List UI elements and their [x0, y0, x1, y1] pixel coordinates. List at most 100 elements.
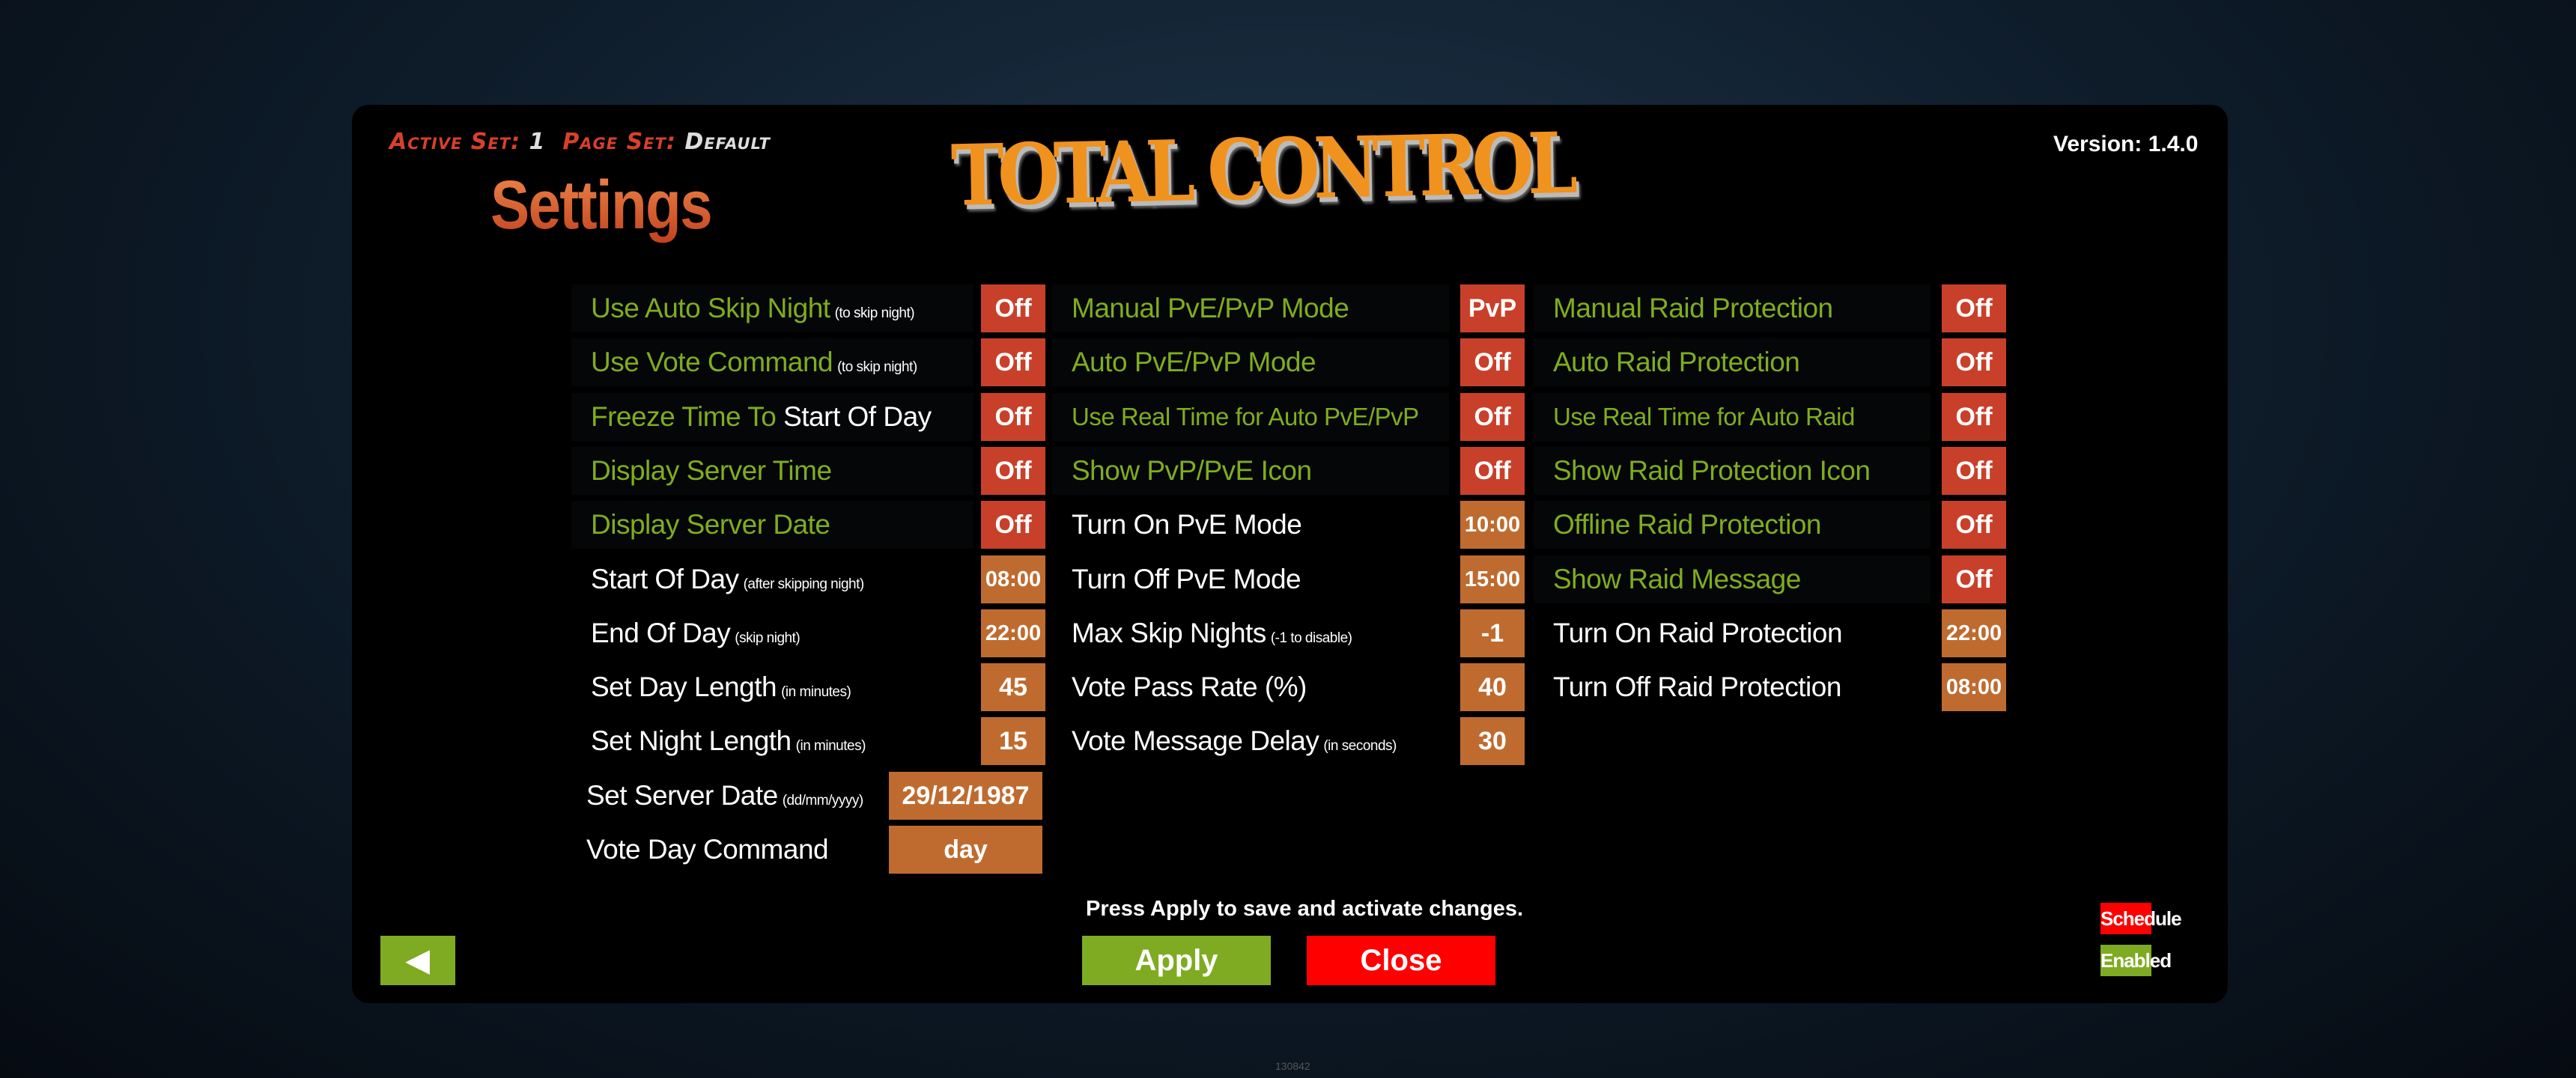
label-text: Auto PvE/PvP Mode	[1072, 347, 1316, 378]
toggle-button[interactable]: Off	[1942, 446, 2006, 495]
setting-row: Use Vote Command (to skip night) Off	[571, 338, 1051, 387]
label-text: Turn Off PvE Mode	[1072, 563, 1301, 594]
setting-row: Turn Off PvE Mode 15:00	[1052, 555, 1531, 603]
toggle-button[interactable]: Off	[981, 284, 1045, 332]
value-input[interactable]: 22:00	[1942, 609, 2006, 657]
row-strip	[1534, 392, 1931, 441]
setting-label: Turn On Raid Protection	[1553, 609, 1843, 657]
toggle-button[interactable]: Off	[1460, 392, 1525, 441]
row-strip	[1052, 338, 1449, 387]
value-input[interactable]: 08:00	[1942, 663, 2006, 712]
value-input[interactable]: 10:00	[1460, 501, 1525, 549]
setting-label: Vote Day Command	[586, 826, 829, 874]
setting-label: Use Real Time for Auto Raid	[1553, 393, 1855, 441]
value-input[interactable]: 30	[1460, 717, 1525, 766]
close-button[interactable]: Close	[1307, 936, 1495, 985]
label-text: Manual Raid Protection	[1553, 293, 1833, 323]
value-input[interactable]: day	[889, 826, 1042, 874]
setting-label: Use Auto Skip Night (to skip night)	[591, 284, 915, 332]
value-input[interactable]: 15:00	[1460, 555, 1525, 603]
setting-row: Show PvP/PvE Icon Off	[1052, 446, 1531, 495]
toggle-button[interactable]: Off	[981, 446, 1045, 495]
label-text-highlight: Start Of Day	[783, 401, 932, 432]
value-input[interactable]: 08:00	[981, 555, 1045, 603]
setting-label: Offline Raid Protection	[1553, 501, 1822, 549]
label-text: Offline Raid Protection	[1553, 509, 1822, 540]
value-input[interactable]: 40	[1460, 663, 1525, 712]
setting-label: Set Server Date (dd/mm/yyyy)	[586, 772, 863, 820]
setting-label: Use Real Time for Auto PvE/PvP	[1072, 393, 1419, 441]
value-input[interactable]: 29/12/1987	[889, 771, 1042, 820]
setting-row: Auto PvE/PvP Mode Off	[1052, 338, 1531, 387]
toggle-button[interactable]: Off	[1460, 338, 1525, 387]
row-strip	[571, 501, 973, 549]
setting-label: Vote Message Delay (in seconds)	[1072, 717, 1397, 765]
toggle-button[interactable]: Off	[981, 501, 1045, 549]
setting-row: Manual Raid Protection Off	[1534, 284, 2013, 332]
toggle-button[interactable]: Off	[1942, 392, 2006, 441]
toggle-button[interactable]: Off	[1942, 555, 2006, 603]
toggle-button[interactable]: Off	[981, 392, 1045, 441]
label-text: Use Real Time for Auto PvE/PvP	[1072, 402, 1419, 430]
schedule-button[interactable]: Schedule	[2100, 903, 2182, 934]
setting-label: Show Raid Protection Icon	[1553, 447, 1871, 495]
back-button[interactable]: ◀	[380, 936, 455, 985]
label-text: Vote Pass Rate (%)	[1072, 672, 1307, 703]
setting-row: Use Real Time for Auto PvE/PvP Off	[1052, 392, 1531, 441]
setting-label: Vote Pass Rate (%)	[1072, 663, 1307, 711]
label-text: End Of Day	[591, 617, 731, 648]
toggle-button[interactable]: Off	[1942, 501, 2006, 549]
setting-label: Display Server Date	[591, 501, 830, 549]
settings-panel	[352, 105, 2228, 1003]
row-strip	[571, 446, 973, 495]
row-strip	[1052, 392, 1449, 441]
label-text: Set Day Length	[591, 672, 777, 703]
toggle-button[interactable]: Off	[1942, 338, 2006, 387]
apply-instruction: Press Apply to save and activate changes…	[1086, 897, 1524, 921]
setting-label: Start Of Day (after skipping night)	[591, 555, 864, 603]
value-input[interactable]: 45	[981, 663, 1045, 712]
enabled-toggle[interactable]: Enabled	[2100, 945, 2172, 976]
setting-label: Max Skip Nights (-1 to disable)	[1072, 609, 1352, 657]
apply-button[interactable]: Apply	[1082, 936, 1271, 985]
toggle-button[interactable]: Off	[981, 338, 1045, 387]
row-strip	[571, 338, 973, 387]
build-number: 130842	[1275, 1060, 1310, 1072]
label-note: (in seconds)	[1323, 738, 1397, 755]
row-strip	[1534, 284, 1931, 332]
label-text: Vote Day Command	[586, 834, 829, 865]
setting-label: Manual PvE/PvP Mode	[1072, 284, 1349, 332]
setting-row: Turn On PvE Mode 10:00	[1052, 501, 1531, 549]
value-input[interactable]: 15	[981, 717, 1045, 766]
row-strip	[571, 284, 973, 332]
setting-label: Set Day Length (in minutes)	[591, 663, 851, 711]
label-note: (dd/mm/yyyy)	[782, 792, 864, 808]
page-title: Settings	[490, 167, 713, 243]
toggle-button[interactable]: Off	[1460, 446, 1525, 495]
setting-label: End Of Day (skip night)	[591, 609, 801, 657]
label-text: Display Server Date	[591, 509, 830, 540]
label-note: (in minutes)	[795, 738, 866, 755]
setting-row: Offline Raid Protection Off	[1534, 501, 2013, 549]
label-text: Show Raid Message	[1553, 563, 1801, 594]
toggle-button[interactable]: PvP	[1460, 284, 1525, 332]
setting-row: Show Raid Message Off	[1534, 555, 2013, 603]
value-input[interactable]: -1	[1460, 609, 1525, 657]
label-text: Turn Off Raid Protection	[1553, 672, 1841, 703]
setting-row: Freeze Time To Start Of Day Off	[571, 392, 1051, 441]
toggle-button[interactable]: Off	[1942, 284, 2006, 332]
row-strip	[1534, 555, 1931, 603]
page-set-value: Default	[684, 129, 771, 155]
setting-row: Start Of Day (after skipping night) 08:00	[571, 555, 1051, 603]
row-strip	[1052, 284, 1449, 332]
setting-row: Display Server Date Off	[571, 501, 1051, 549]
label-text: Freeze Time To	[591, 401, 777, 432]
label-text: Turn On PvE Mode	[1072, 509, 1302, 540]
label-text: Show PvP/PvE Icon	[1072, 454, 1312, 486]
value-input[interactable]: 22:00	[981, 609, 1045, 657]
setting-label: Set Night Length (in minutes)	[591, 717, 866, 765]
label-text: Vote Message Delay	[1072, 725, 1319, 757]
row-strip	[1534, 338, 1931, 387]
setting-label: Manual Raid Protection	[1553, 284, 1833, 332]
setting-row: Display Server Time Off	[571, 446, 1051, 495]
